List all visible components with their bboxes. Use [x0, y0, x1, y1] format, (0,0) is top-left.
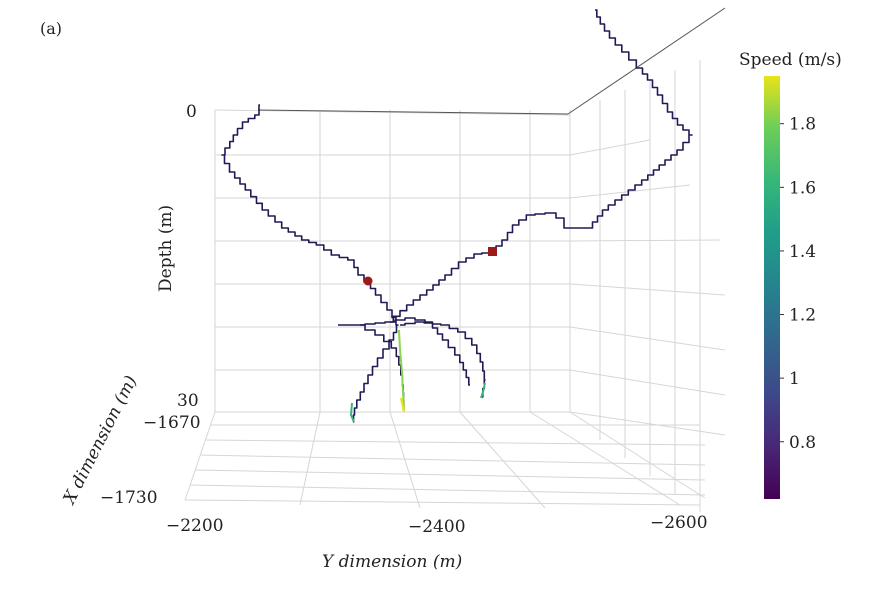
- grid-line: [569, 369, 726, 396]
- grid-line: [569, 283, 726, 296]
- colorbar-tick-label: 1.4: [789, 242, 816, 262]
- y-axis-title: Y dimension (m): [322, 552, 462, 572]
- colorbar-tick-label: 1.6: [789, 178, 816, 198]
- colorbar-tick-label: 1.2: [789, 306, 816, 326]
- axis-edge: [567, 7, 726, 115]
- trajectory-markers: [363, 247, 497, 286]
- y-tick-2600: −2600: [650, 513, 708, 533]
- trajectory-segment: [352, 281, 399, 423]
- grid-line: [199, 454, 706, 466]
- grid-line: [569, 326, 726, 351]
- trajectory-segment: [400, 321, 486, 398]
- panel-label: (a): [40, 19, 62, 38]
- trajectory-fast-segment: [398, 329, 405, 411]
- grid-line: [569, 411, 706, 499]
- y-tick-2400: −2400: [408, 517, 466, 537]
- x-tick-1730: −1730: [100, 488, 158, 508]
- grid-line: [184, 499, 701, 506]
- z-axis-title: Depth (m): [156, 205, 176, 292]
- start-marker: [363, 276, 373, 286]
- trajectory-fast-segment: [349, 402, 355, 423]
- colorbar-ticks: 0.8 1 1.2 1.4 1.6 1.8: [780, 115, 816, 453]
- grid-line: [569, 239, 721, 242]
- grid-line: [529, 411, 681, 506]
- colorbar-tick-label: 0.8: [789, 433, 816, 453]
- grid-line: [569, 139, 651, 156]
- grid-line: [204, 439, 706, 446]
- trajectory-segment: [360, 317, 470, 386]
- colorbar-tick-label: 1.8: [789, 115, 816, 135]
- grid-line: [569, 411, 726, 436]
- trajectory-fast-segment: [399, 397, 406, 413]
- axis-edge: [257, 109, 569, 115]
- z-tick-0: 0: [186, 102, 197, 122]
- colorbar-tick-label: 1: [789, 369, 800, 389]
- trajectory-segment: [390, 9, 693, 323]
- end-marker: [488, 247, 497, 256]
- grid-line: [299, 411, 321, 506]
- grid-line: [214, 109, 571, 116]
- trajectory-fast-segment: [480, 382, 486, 399]
- trajectory-segment: [221, 104, 368, 283]
- trajectory-line: [221, 9, 693, 423]
- colorbar-title: Speed (m/s): [739, 50, 842, 70]
- grid-line: [389, 411, 421, 509]
- colorbar-gradient: [764, 76, 780, 499]
- grid-line: [194, 469, 706, 481]
- y-tick-2200: −2200: [166, 516, 224, 536]
- x-tick-1670: −1670: [143, 413, 201, 433]
- grid-lines: [184, 7, 726, 512]
- z-tick-30: 30: [177, 391, 199, 411]
- grid-line: [569, 184, 691, 199]
- grid-line: [189, 484, 706, 496]
